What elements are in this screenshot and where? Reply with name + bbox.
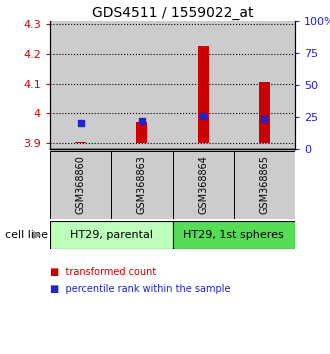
Bar bbox=[198, 46, 209, 143]
Bar bbox=[173, 21, 234, 149]
Text: ■  percentile rank within the sample: ■ percentile rank within the sample bbox=[50, 284, 230, 295]
Bar bbox=[234, 21, 295, 149]
Text: GSM368863: GSM368863 bbox=[137, 155, 147, 215]
Bar bbox=[259, 82, 270, 143]
Text: GSM368865: GSM368865 bbox=[259, 155, 269, 215]
Text: cell line: cell line bbox=[5, 230, 48, 240]
Text: GSM368860: GSM368860 bbox=[76, 155, 85, 215]
Bar bbox=[75, 142, 86, 143]
Bar bbox=[50, 221, 173, 249]
Text: HT29, 1st spheres: HT29, 1st spheres bbox=[183, 230, 284, 240]
Bar bbox=[234, 151, 295, 219]
Bar bbox=[173, 151, 234, 219]
Text: ■  transformed count: ■ transformed count bbox=[50, 267, 156, 277]
Bar bbox=[111, 151, 173, 219]
Bar bbox=[50, 151, 111, 219]
Bar bbox=[50, 21, 111, 149]
Bar bbox=[111, 21, 173, 149]
Bar bbox=[136, 122, 148, 143]
Bar bbox=[173, 221, 295, 249]
Title: GDS4511 / 1559022_at: GDS4511 / 1559022_at bbox=[92, 6, 253, 20]
Text: ▶: ▶ bbox=[33, 230, 41, 240]
Text: HT29, parental: HT29, parental bbox=[70, 230, 153, 240]
Text: GSM368864: GSM368864 bbox=[198, 155, 208, 215]
